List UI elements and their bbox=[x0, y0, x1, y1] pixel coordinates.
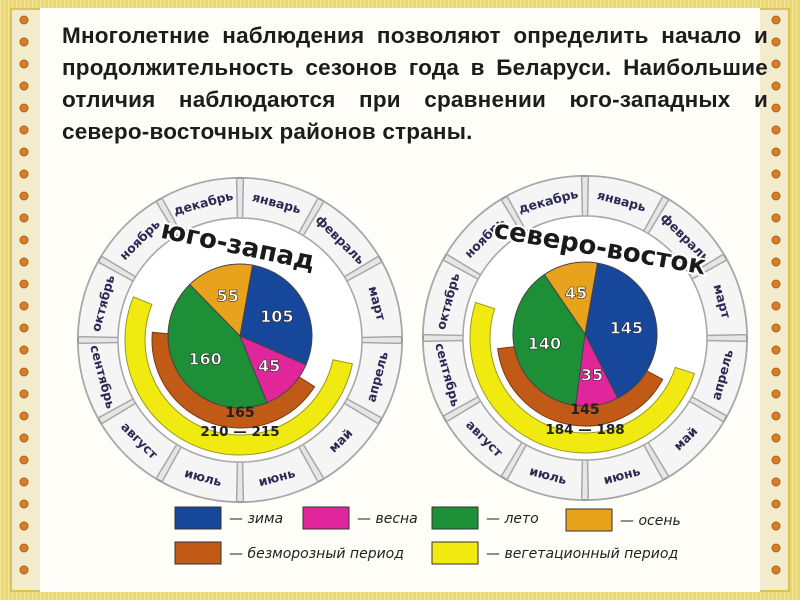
legend-label-summer: — лето bbox=[486, 511, 539, 527]
legend-swatch-summer bbox=[431, 506, 479, 530]
frostfree-label: 165 bbox=[225, 405, 254, 421]
legend-label-spring: — весна bbox=[357, 511, 418, 527]
vegetation-label: 184 — 188 bbox=[545, 422, 624, 438]
legend-swatch-vegetation bbox=[431, 541, 479, 565]
pie-slice-autumn bbox=[543, 261, 599, 336]
pie-value-label: 55 bbox=[217, 287, 239, 306]
pie-slice-winter bbox=[239, 264, 313, 366]
pie-value-label: 140 bbox=[528, 334, 561, 353]
vegetation-period-arc bbox=[124, 296, 354, 456]
legend-label-frostfree: — безморозный период bbox=[229, 546, 404, 562]
vegetation-label: 210 — 215 bbox=[200, 424, 279, 440]
legend-label-winter: — зима bbox=[229, 511, 283, 527]
frostfree-label: 145 bbox=[570, 402, 599, 418]
pie-value-label: 145 bbox=[610, 318, 643, 337]
pie-slice-summer bbox=[167, 283, 268, 409]
legend-swatch-winter bbox=[174, 506, 222, 530]
pie-slice-winter bbox=[584, 262, 658, 399]
pie-value-label: 45 bbox=[258, 356, 280, 375]
pie-value-label: 35 bbox=[581, 366, 603, 385]
legend-swatch-autumn bbox=[565, 508, 613, 532]
legend: — зима — весна — лето — осень — безморозный … bbox=[174, 506, 681, 565]
pie-value-label: 160 bbox=[188, 349, 221, 368]
season-diagram-southwest: январьфевральмартапрельмайиюньиюльавгуст… bbox=[77, 177, 403, 503]
pie-slice-summer bbox=[512, 273, 586, 406]
pie-slice-autumn bbox=[189, 263, 254, 338]
pie-value-label: 105 bbox=[260, 307, 293, 326]
legend-swatch-frostfree bbox=[174, 541, 222, 565]
pie-value-label: 45 bbox=[565, 284, 587, 303]
legend-swatch-spring bbox=[302, 506, 350, 530]
legend-label-vegetation: — вегетационный период bbox=[486, 546, 678, 562]
season-diagram-northeast: январьфевральмартапрельмайиюньиюльавгуст… bbox=[422, 175, 748, 501]
vegetation-period-arc bbox=[469, 301, 696, 454]
intro-text: Многолетние наблюдения позволяют определ… bbox=[62, 23, 768, 144]
legend-label-autumn: — осень bbox=[620, 513, 681, 529]
